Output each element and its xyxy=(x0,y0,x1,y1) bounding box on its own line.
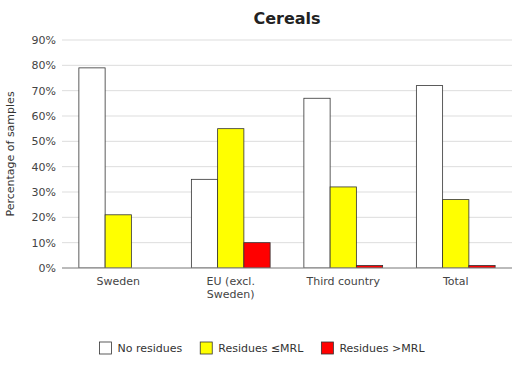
bar xyxy=(416,86,442,268)
legend: No residues Residues ≤MRL Residues >MRL xyxy=(99,342,425,355)
y-tick-label: 30% xyxy=(32,186,56,199)
grid-line xyxy=(62,90,512,91)
y-tick-label: 60% xyxy=(32,110,56,123)
bar xyxy=(330,187,356,268)
bar xyxy=(304,98,330,268)
y-tick-label: 40% xyxy=(32,161,56,174)
y-tick-label: 0% xyxy=(39,262,56,275)
bars xyxy=(79,68,495,268)
grid xyxy=(62,40,512,268)
grid-line xyxy=(62,40,512,41)
legend-label: Residues >MRL xyxy=(339,342,425,355)
legend-label: No residues xyxy=(117,342,182,355)
bar xyxy=(218,129,244,268)
bar xyxy=(105,215,131,268)
y-tick-label: 20% xyxy=(32,211,56,224)
chart: Cereals Percentage of samples 0% 10% 20% 30% 4… xyxy=(0,0,524,380)
x-tick-label: Third country xyxy=(305,275,380,288)
grid-line xyxy=(62,268,512,269)
y-tick-label: 70% xyxy=(32,85,56,98)
legend-swatch xyxy=(200,342,212,354)
bar xyxy=(191,179,217,268)
y-tick-label: 50% xyxy=(32,135,56,148)
y-tick-label: 10% xyxy=(32,237,56,250)
x-tick-label: Total xyxy=(442,275,469,288)
grid-line xyxy=(62,192,512,193)
x-axis-line xyxy=(62,268,512,269)
legend-swatch xyxy=(99,342,111,354)
title: Cereals xyxy=(253,9,320,28)
x-tick-label: EU (excl.Sweden) xyxy=(207,275,255,301)
bar xyxy=(443,200,469,268)
grid-line xyxy=(62,65,512,66)
y-tick-label: 90% xyxy=(32,34,56,47)
x-tick-label: Sweden xyxy=(97,275,140,288)
bar xyxy=(79,68,105,268)
bar xyxy=(244,243,270,268)
grid-line xyxy=(62,141,512,142)
grid-line xyxy=(62,166,512,167)
legend-swatch xyxy=(321,342,333,354)
y-tick-label: 80% xyxy=(32,59,56,72)
y-axis-label: Percentage of samples xyxy=(4,91,17,216)
grid-line xyxy=(62,116,512,117)
legend-label: Residues ≤MRL xyxy=(218,342,304,355)
